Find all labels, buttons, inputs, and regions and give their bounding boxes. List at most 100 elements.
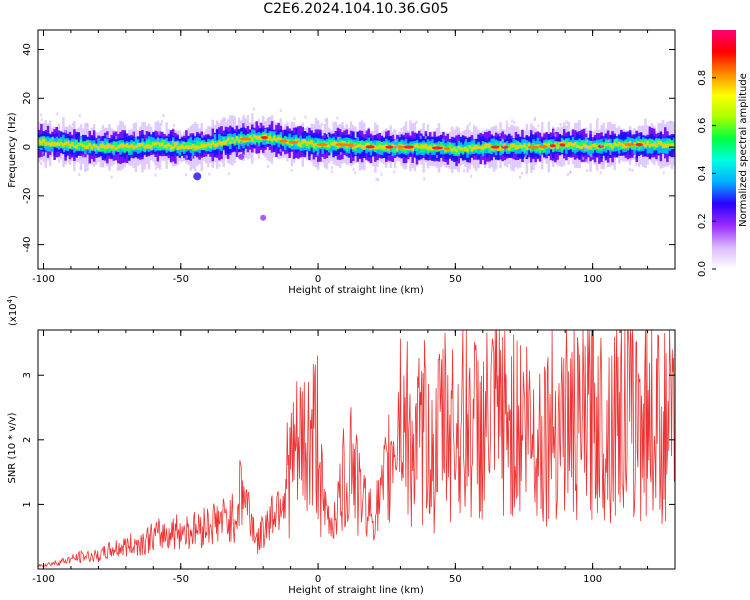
spectrogram-cell — [108, 144, 111, 148]
spectrogram-speck — [113, 129, 116, 133]
spectrogram-cell — [620, 142, 623, 146]
spectrogram-speck — [330, 166, 333, 170]
spectrogram-cell — [150, 145, 153, 149]
spectrogram-cell — [198, 141, 201, 150]
spectrogram-speck — [406, 130, 409, 134]
spectrogram-cell — [494, 141, 498, 149]
spectrogram-cell — [178, 145, 182, 150]
spectrogram-speck — [487, 145, 490, 149]
spectrogram-cell — [123, 144, 127, 148]
spectrogram-cell — [132, 146, 135, 150]
spectrogram-speck — [499, 140, 502, 144]
spectrogram-cell — [576, 144, 579, 149]
spectrogram-cell — [202, 143, 206, 149]
spectrogram-peak — [260, 135, 269, 140]
spectrogram-cell — [180, 144, 184, 149]
spectrogram-cell — [409, 147, 412, 151]
spectrogram-panel: -100 -50 0 50 100 -40 -20 0 20 40 Height of stra… — [7, 29, 676, 296]
spectrogram-cell — [606, 142, 610, 146]
svg-text:(x104): (x104) — [6, 295, 19, 326]
spectrogram-cell — [613, 141, 616, 146]
spectrogram-blob — [238, 153, 245, 160]
spectrogram-speck — [293, 117, 296, 121]
spectrogram-cell — [360, 145, 364, 150]
spectrogram-cell — [545, 143, 548, 148]
spectrogram-cell — [644, 144, 647, 148]
spectrogram-speck — [519, 175, 522, 179]
spectrogram-speck — [185, 173, 188, 177]
spectrogram-speck — [586, 139, 589, 143]
spectrogram-cell — [213, 143, 217, 147]
spectrogram-speck — [336, 116, 339, 120]
spectrogram-cell — [77, 142, 81, 146]
spectrogram-cell — [554, 142, 557, 146]
colorbar-ticks: 0.0 0.2 0.4 0.6 0.8 — [697, 70, 716, 277]
spectrogram-cell — [615, 143, 619, 147]
spectrogram-cell — [593, 143, 597, 148]
spectrogram-speck — [354, 171, 357, 175]
spectrogram-speck — [98, 146, 101, 150]
spectrogram-peak — [559, 143, 566, 147]
spectrogram-speck — [533, 118, 536, 122]
spectrogram-cell — [642, 142, 645, 146]
spectrogram-cell — [57, 138, 61, 147]
spectrogram-speck — [158, 128, 161, 132]
spectrogram-cell — [139, 142, 142, 147]
spectrogram-cell — [316, 139, 320, 147]
spectrogram-cell — [453, 147, 456, 155]
spectrogram-cell — [393, 144, 397, 154]
spectrogram-cell — [191, 143, 195, 149]
spectrogram-cell — [543, 142, 546, 148]
spectrogram-cell — [523, 143, 526, 148]
spectrogram-speck — [208, 172, 211, 176]
spectrogram-cell — [158, 142, 162, 147]
spectrogram-peak — [316, 143, 328, 147]
spectrogram-speck — [115, 136, 118, 140]
spectrogram-cell — [422, 144, 425, 149]
spectrogram-speck — [268, 117, 271, 121]
spectrogram-speck — [537, 124, 540, 128]
spectrogram-cell — [220, 141, 223, 147]
spectrogram-cell — [59, 141, 63, 145]
spectrogram-cell — [273, 135, 276, 141]
spectrogram-peak — [279, 139, 288, 143]
spectrogram-speck — [521, 171, 524, 175]
spectrogram-speck — [531, 166, 534, 170]
spectrogram-cell — [354, 144, 357, 149]
spectrogram-cell — [141, 142, 144, 146]
spectrogram-cell — [512, 143, 515, 147]
spectrogram-speck — [86, 123, 89, 127]
spectrogram-speck — [240, 142, 243, 146]
spectrogram-speck — [569, 170, 572, 174]
spectrogram-speck — [330, 170, 333, 174]
spectrogram-speck — [419, 135, 422, 139]
spectrogram-cell — [70, 141, 74, 146]
spectrogram-cell — [196, 145, 199, 150]
spectrogram-cell — [591, 143, 595, 147]
spectrogram-cell — [187, 145, 190, 150]
spectrogram-cell — [589, 141, 592, 150]
spectrogram-cell — [130, 144, 133, 151]
snr-scale-suffix: ) — [8, 295, 19, 299]
spectrogram-speck — [297, 137, 300, 141]
spectrogram-cell — [88, 142, 91, 147]
spectrogram-speck — [185, 155, 188, 159]
spectrogram-speck — [511, 119, 514, 123]
spectrogram-speck — [352, 168, 355, 172]
spectrogram-cell — [560, 142, 564, 152]
spectrogram-speck — [316, 152, 319, 156]
snr-panel: -100 -50 0 50 100 1 2 3 Height of straight lin… — [6, 295, 676, 596]
spectrogram-cell — [547, 142, 551, 147]
y-tick-label: 40 — [22, 43, 33, 56]
spectrogram-speck — [171, 140, 174, 144]
spectrogram-cell — [222, 141, 225, 146]
spectrogram-cell — [310, 139, 313, 145]
spectrogram-speck — [162, 114, 165, 118]
spectrogram-cell — [363, 145, 366, 150]
spectrogram-speck — [553, 130, 556, 134]
spectrogram-cell — [655, 138, 658, 148]
spectrogram-cell — [635, 139, 638, 147]
spectrogram-cell — [224, 140, 228, 145]
spectrogram-cell — [163, 139, 166, 149]
spectrogram-speck — [574, 143, 577, 147]
